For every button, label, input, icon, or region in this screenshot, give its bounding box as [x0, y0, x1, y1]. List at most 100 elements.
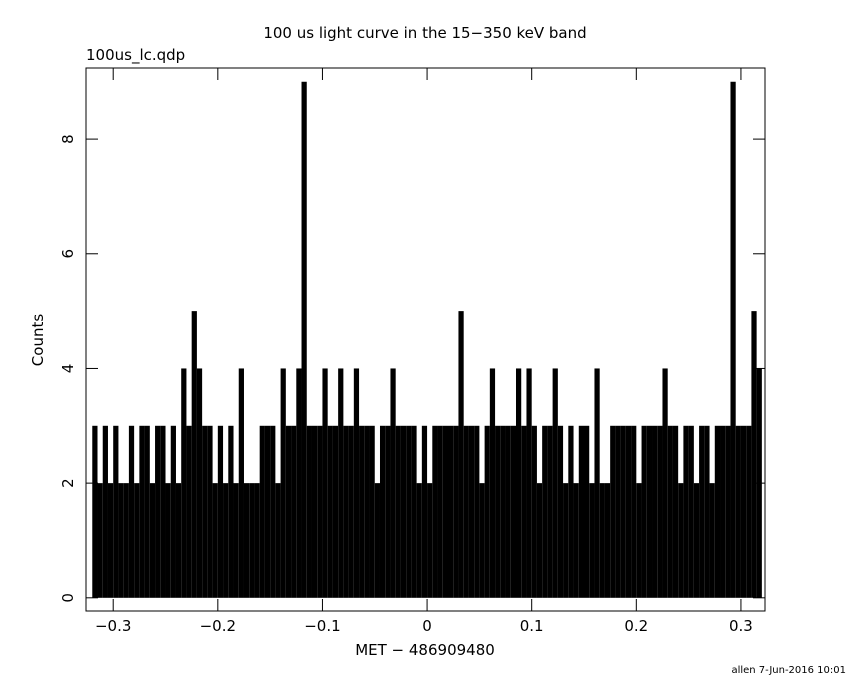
bar [735, 425, 741, 598]
x-tick-label: 0 [422, 617, 432, 635]
bar [474, 425, 480, 598]
bar [552, 368, 558, 598]
bar [317, 425, 323, 598]
bar [123, 483, 129, 598]
bar [212, 483, 218, 598]
bar [228, 425, 234, 598]
bar [568, 425, 574, 598]
bar [379, 425, 386, 598]
bar [599, 483, 605, 598]
x-tick-label: −0.2 [200, 617, 236, 635]
bar [160, 425, 166, 598]
x-tick-label: 0.3 [729, 617, 753, 635]
y-axis-label: Counts [29, 314, 47, 367]
bar [510, 425, 516, 598]
y-tick-label: 8 [59, 134, 77, 144]
bar [751, 311, 757, 598]
bar [521, 425, 527, 598]
bar [442, 425, 448, 598]
bar [400, 425, 407, 598]
bar [704, 425, 710, 598]
bar [175, 483, 182, 598]
bar [291, 425, 297, 598]
bar [594, 368, 600, 598]
bar [139, 425, 145, 598]
bar [264, 425, 271, 598]
bar [411, 425, 417, 598]
bar [238, 368, 244, 598]
bar [641, 425, 647, 598]
bar [395, 425, 401, 598]
bar [369, 425, 375, 598]
bar [196, 368, 203, 598]
bar [447, 425, 454, 598]
bar [489, 368, 496, 598]
bar [725, 425, 731, 598]
bar [427, 483, 433, 598]
bar [458, 311, 464, 598]
bar [615, 425, 621, 598]
bar [720, 425, 726, 598]
bar [500, 425, 506, 598]
bar [495, 425, 501, 598]
bar [332, 425, 339, 598]
bar [348, 425, 354, 598]
bar [134, 483, 140, 598]
bar [322, 368, 328, 598]
bar [385, 425, 391, 598]
bar [343, 425, 349, 598]
bar [536, 483, 543, 598]
bar [280, 368, 286, 598]
bar [217, 425, 224, 598]
bar [92, 425, 98, 598]
y-tick-label: 6 [59, 249, 77, 259]
bar [421, 425, 428, 598]
bar [254, 483, 260, 598]
bar [165, 483, 171, 598]
bar [479, 483, 485, 598]
bar [181, 368, 187, 598]
bar [688, 425, 694, 598]
bar [646, 425, 653, 598]
bar [107, 483, 114, 598]
bar [155, 425, 161, 598]
bar [678, 483, 684, 598]
bar [625, 425, 632, 598]
bar [259, 425, 265, 598]
bar [285, 425, 292, 598]
bar [672, 425, 679, 598]
bar [589, 483, 595, 598]
bar [484, 425, 490, 598]
bar [432, 425, 438, 598]
bar [714, 425, 721, 598]
bar [620, 425, 626, 598]
bar [359, 425, 365, 598]
bar [306, 425, 312, 598]
bar [699, 425, 705, 598]
bar [296, 368, 302, 598]
bar [144, 425, 150, 598]
bar [578, 425, 585, 598]
bar [390, 368, 396, 598]
bar [406, 425, 412, 598]
bar [364, 425, 370, 598]
bar [102, 425, 108, 598]
bar [667, 425, 673, 598]
bar [186, 425, 192, 598]
bar [437, 425, 443, 598]
bar [149, 483, 156, 598]
bar [604, 483, 611, 598]
bar [557, 425, 564, 598]
bar [453, 425, 459, 598]
y-tick-label: 2 [59, 478, 77, 488]
bar [730, 81, 736, 598]
footer: allen 7-Jun-2016 10:01 [731, 665, 846, 676]
bar [113, 425, 119, 598]
bar [746, 425, 752, 598]
x-axis-label: MET − 486909480 [355, 641, 495, 659]
bar [463, 425, 469, 598]
bar [118, 483, 124, 598]
bar [631, 425, 637, 598]
bar [662, 368, 668, 598]
